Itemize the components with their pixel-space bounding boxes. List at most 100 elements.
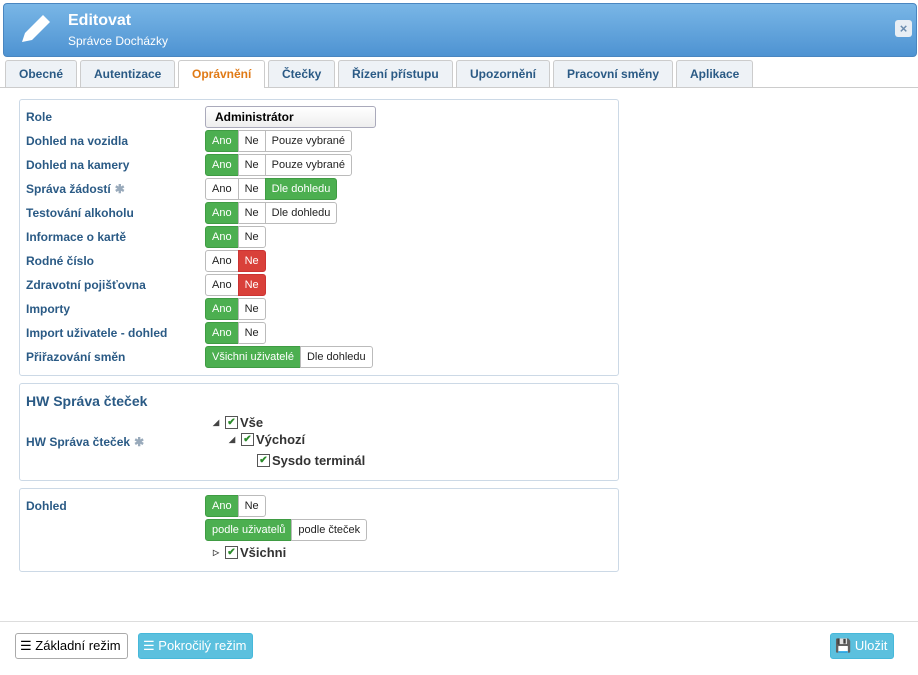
- toggle-button[interactable]: Ano: [205, 495, 239, 517]
- label-text: Rodné číslo: [26, 254, 95, 268]
- tree-toggle[interactable]: ◢: [213, 418, 220, 427]
- label-text: Import uživatele - dohled: [26, 326, 168, 340]
- toggle-button[interactable]: Ano: [205, 154, 239, 176]
- tab[interactable]: Oprávnění: [178, 60, 266, 88]
- label-text: Dohled na kamery: [26, 158, 130, 172]
- button-group: Ano Ne: [205, 495, 266, 517]
- toggle-button[interactable]: Ano: [205, 130, 239, 152]
- tab[interactable]: Aplikace: [676, 60, 754, 87]
- toggle-button[interactable]: Ano: [205, 226, 239, 248]
- toggle-button[interactable]: Všichni uživatelé: [205, 346, 301, 368]
- toggle-button[interactable]: Ne: [237, 154, 266, 176]
- tab[interactable]: Upozornění: [456, 60, 550, 87]
- button-group: Ano Ne: [205, 250, 266, 272]
- toggle-button[interactable]: Dle dohledu: [299, 346, 373, 368]
- button-group: Ano Ne: [205, 274, 266, 296]
- dohled-panel: Dohled Ano Ne podle uživatelů podle čteček ▷…: [19, 488, 619, 572]
- checkbox[interactable]: ✔: [225, 546, 238, 559]
- tab[interactable]: Obecné: [5, 60, 78, 87]
- tree-node: ◢ ✔ Výchozí: [229, 432, 305, 447]
- row-label: Dohled na vozidla: [26, 134, 128, 148]
- toggle-button[interactable]: Ano: [205, 322, 239, 344]
- save-button[interactable]: 💾 Uložit: [830, 633, 895, 659]
- toggle-button[interactable]: Ano: [205, 202, 239, 224]
- role-select[interactable]: Administrátor▼: [205, 106, 376, 144]
- label-text: Role: [26, 110, 53, 124]
- tree-toggle[interactable]: ▷: [213, 548, 220, 557]
- button-group: Všichni uživatelé Dle dohledu: [205, 346, 373, 368]
- button-group: Ano Ne: [205, 298, 266, 320]
- toggle-button[interactable]: Ne: [237, 298, 266, 320]
- node-label: Všichni: [240, 545, 287, 560]
- info-icon: ✱: [114, 182, 125, 196]
- toggle-button[interactable]: Ano: [205, 298, 239, 320]
- row-label: Informace o kartě: [26, 230, 126, 244]
- checkbox[interactable]: ✔: [225, 416, 238, 429]
- row-label: Rodné číslo: [26, 254, 94, 268]
- tree-node: ✔ Sysdo terminál: [245, 453, 365, 468]
- subtitle: Správce Docházky: [68, 34, 169, 48]
- tab[interactable]: Čtečky: [268, 60, 336, 87]
- pencil-icon: [22, 15, 50, 42]
- toggle-button[interactable]: Ne: [237, 274, 266, 296]
- button-group: podle uživatelů podle čteček: [205, 519, 368, 541]
- row-label: Správa žádostí ✱: [26, 182, 125, 196]
- button-group: Ano Ne Pouze vybrané: [205, 130, 353, 152]
- button-text: Uložit: [854, 638, 888, 653]
- toggle-button[interactable]: podle uživatelů: [205, 519, 293, 541]
- advanced-mode-button[interactable]: ☰ Pokročilý režim: [138, 633, 254, 659]
- node-label: Výchozí: [256, 432, 306, 447]
- header: Editovat Správce Docházky ×: [3, 3, 917, 57]
- button-group: Ano Ne Dle dohledu: [205, 178, 338, 200]
- toggle-button[interactable]: Ne: [237, 322, 266, 344]
- label-text: HW Správa čteček: [26, 435, 131, 449]
- toggle-button[interactable]: Dle dohledu: [264, 202, 338, 224]
- tab[interactable]: Řízení přístupu: [338, 60, 453, 87]
- toggle-button[interactable]: Ano: [205, 274, 239, 296]
- toggle-button[interactable]: Ne: [237, 250, 266, 272]
- toggle-button[interactable]: Pouze vybrané: [264, 154, 353, 176]
- label-text: Správa žádostí: [26, 182, 111, 196]
- section-title: HW Správa čteček: [26, 393, 148, 409]
- button-group: Ano Ne Dle dohledu: [205, 202, 338, 224]
- label-text: Přiřazování směn: [26, 350, 126, 364]
- row-label: Import uživatele - dohled: [26, 326, 167, 340]
- tree-node: ◢ ✔ Vše: [213, 415, 263, 430]
- label-text: Dohled na vozidla: [26, 134, 129, 148]
- tabs: Obecné Autentizace Oprávnění Čtečky Řízení p…: [0, 60, 918, 88]
- toggle-button[interactable]: Pouze vybrané: [264, 130, 353, 152]
- basic-mode-button[interactable]: ☰ Základní režim: [15, 633, 128, 659]
- select-value: Administrátor: [215, 110, 294, 124]
- tree-toggle[interactable]: ◢: [229, 435, 236, 444]
- toggle-button[interactable]: Dle dohledu: [264, 178, 338, 200]
- label-text: Importy: [26, 302, 71, 316]
- dohled-label: Dohled: [26, 499, 67, 513]
- node-label: Sysdo terminál: [272, 453, 366, 468]
- toggle-button[interactable]: Ne: [237, 202, 266, 224]
- toggle-button[interactable]: Ne: [237, 495, 266, 517]
- toggle-button[interactable]: podle čteček: [291, 519, 368, 541]
- button-group: Ano Ne: [205, 322, 266, 344]
- row-label: Importy: [26, 302, 70, 316]
- row-label: Dohled na kamery: [26, 158, 129, 172]
- label-text: Testování alkoholu: [26, 206, 134, 220]
- toggle-button[interactable]: Ano: [205, 178, 239, 200]
- node-label: Vše: [240, 415, 264, 430]
- tree-node: ▷ ✔ Všichni: [213, 545, 286, 560]
- close-button[interactable]: ×: [895, 20, 912, 37]
- checkbox[interactable]: ✔: [257, 454, 270, 467]
- checkbox[interactable]: ✔: [241, 433, 254, 446]
- row-label: Přiřazování směn: [26, 350, 125, 364]
- tab[interactable]: Pracovní směny: [553, 60, 674, 87]
- row-label: Zdravotní pojišťovna: [26, 278, 146, 292]
- button-text: Pokročilý režim: [158, 638, 247, 653]
- toggle-button[interactable]: Ne: [237, 130, 266, 152]
- toggle-button[interactable]: Ne: [237, 226, 266, 248]
- title: Editovat: [68, 12, 132, 29]
- toggle-button[interactable]: Ne: [237, 178, 266, 200]
- toggle-button[interactable]: Ano: [205, 250, 239, 272]
- hw-panel: HW Správa čteček HW Správa čteček ✱ ◢ ✔ Vše…: [19, 383, 619, 481]
- tab[interactable]: Autentizace: [80, 60, 176, 87]
